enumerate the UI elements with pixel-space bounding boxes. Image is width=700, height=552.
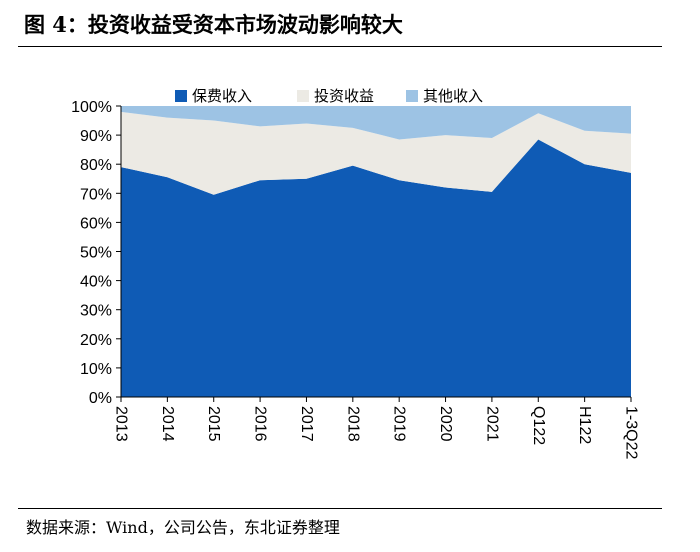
y-tick-label: 10% xyxy=(80,361,112,378)
legend-label-3: 其他收入 xyxy=(423,87,483,105)
legend-swatch-1 xyxy=(175,90,187,102)
x-tick-label: Q122 xyxy=(530,406,547,445)
y-tick-label: 50% xyxy=(80,245,112,262)
axes-layer: 0% 10% 20% 30% 40% 50% 60% 70% 80% 90% 100% 2013 201… xyxy=(71,99,639,459)
area-series-2 xyxy=(121,111,631,195)
x-tick-label: 2021 xyxy=(483,406,500,442)
x-tick-label: 2014 xyxy=(159,406,176,442)
source-divider xyxy=(18,508,662,509)
y-tick-label: 70% xyxy=(80,186,112,203)
x-tick-label: 2016 xyxy=(252,406,269,442)
source-note: 数据来源：Wind，公司公告，东北证券整理 xyxy=(26,518,340,537)
figure-title: 图 4：投资收益受资本市场波动影响较大 xyxy=(24,12,403,37)
area-series-1 xyxy=(121,139,631,397)
y-tick-label: 80% xyxy=(80,157,112,174)
y-tick-label: 40% xyxy=(80,274,112,291)
y-tick-label: 30% xyxy=(80,303,112,320)
y-tick-label: 90% xyxy=(80,128,112,145)
areas-layer xyxy=(121,106,631,397)
chart-legend: 保费收入 投资收益 其他收入 xyxy=(175,87,483,105)
legend-swatch-3 xyxy=(406,90,418,102)
y-tick-label: 0% xyxy=(89,390,112,407)
y-tick-label: 60% xyxy=(80,215,112,232)
x-tick-label: 2013 xyxy=(113,406,130,442)
x-tick-label: H122 xyxy=(576,406,593,444)
x-tick-label: 2020 xyxy=(437,406,454,442)
stacked-area-chart: 0% 10% 20% 30% 40% 50% 60% 70% 80% 90% 100% 2013 201… xyxy=(71,87,639,459)
x-tick-label: 2018 xyxy=(344,406,361,442)
legend-label-2: 投资收益 xyxy=(314,87,374,105)
area-series-3 xyxy=(121,106,631,140)
y-tick-label: 20% xyxy=(80,332,112,349)
x-tick-label: 2017 xyxy=(298,406,315,442)
x-tick-label: 1-3Q22 xyxy=(623,406,640,459)
title-divider xyxy=(18,46,662,47)
x-tick-label: 2015 xyxy=(205,406,222,442)
legend-label-1: 保费收入 xyxy=(192,87,252,105)
x-tick-label: 2019 xyxy=(391,406,408,442)
legend-swatch-2 xyxy=(297,90,309,102)
y-tick-label: 100% xyxy=(71,99,112,116)
